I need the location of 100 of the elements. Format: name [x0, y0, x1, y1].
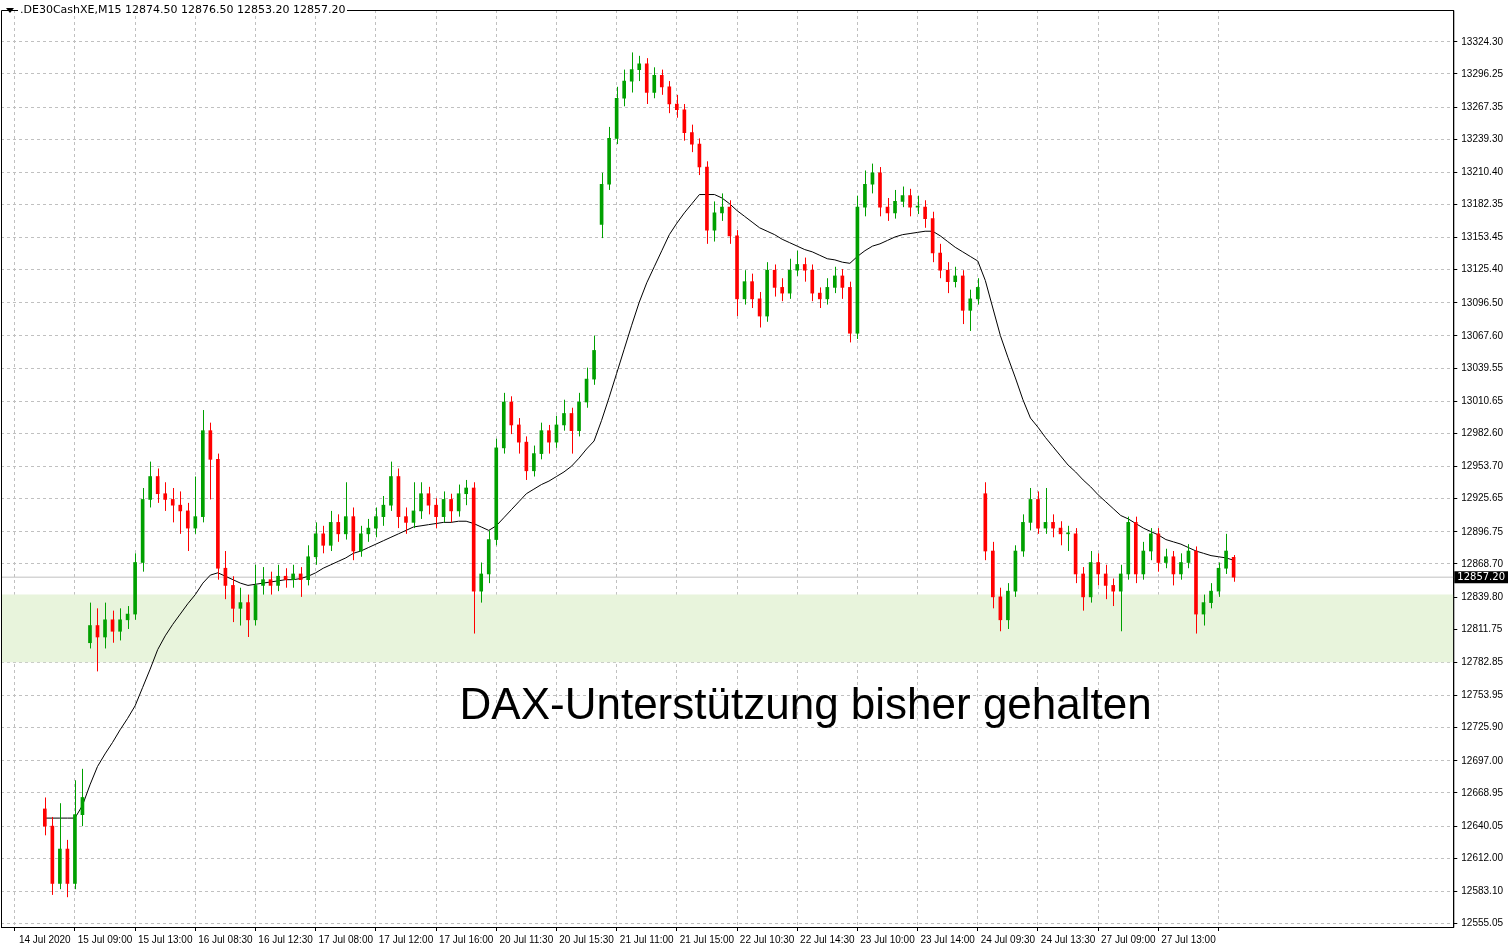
candlestick [374, 506, 378, 538]
y-tick-label: 13039.55 [1461, 361, 1504, 373]
candlestick [193, 476, 198, 535]
candlestick [404, 506, 408, 535]
candlestick [336, 513, 341, 543]
candlestick [449, 493, 453, 523]
y-tick-label: 13182.35 [1461, 198, 1504, 210]
candlestick [810, 263, 815, 302]
candlestick [359, 525, 363, 558]
candlestick [321, 525, 326, 554]
y-tick-label: 12555.05 [1461, 917, 1504, 929]
candlestick [328, 510, 333, 552]
candlestick [163, 481, 168, 512]
candlestick [1096, 552, 1100, 586]
candlestick [938, 243, 942, 279]
candlestick [88, 602, 92, 649]
candlestick [547, 424, 551, 455]
candlestick [1149, 527, 1153, 561]
y-tick-label: 13096.50 [1461, 296, 1504, 308]
x-tick-label: 17 Jul 08:00 [318, 933, 374, 945]
candlestick [185, 502, 190, 552]
y-tick-label: 13239.30 [1461, 132, 1504, 144]
y-tick-label: 12982.60 [1461, 427, 1504, 439]
candlestick [1164, 548, 1168, 569]
x-tick-label: 20 Jul 11:30 [499, 933, 554, 945]
x-tick-label: 17 Jul 12:00 [378, 933, 434, 945]
x-tick-label: 17 Jul 16:00 [438, 933, 494, 945]
candlestick [893, 189, 897, 220]
x-tick-label: 23 Jul 10:00 [860, 933, 916, 945]
candlestick [825, 277, 830, 306]
candlestick [780, 277, 784, 302]
candlestick [787, 258, 792, 300]
y-tick-label: 12583.10 [1461, 885, 1504, 897]
x-tick-label: 22 Jul 14:30 [800, 933, 855, 945]
candlestick [945, 261, 950, 294]
candlestick [1111, 578, 1116, 607]
x-tick-label: 23 Jul 14:00 [920, 933, 976, 945]
y-tick-label: 12725.90 [1461, 721, 1504, 733]
candlestick [148, 461, 152, 508]
y-tick-label: 13153.45 [1461, 231, 1504, 243]
y-tick-label: 12811.75 [1461, 623, 1503, 635]
x-tick-label: 15 Jul 09:00 [77, 933, 133, 945]
y-tick-label: 13296.25 [1461, 67, 1504, 79]
y-tick-label: 13067.60 [1461, 329, 1504, 341]
candlestick [509, 395, 514, 435]
ref-line-label: 12857.20 [1457, 570, 1506, 582]
y-tick-label: 12896.75 [1461, 525, 1504, 537]
candlestick [343, 481, 348, 541]
x-tick-label: 27 Jul 09:00 [1101, 933, 1156, 945]
candlestick [720, 192, 724, 222]
y-tick-label: 12753.95 [1461, 689, 1504, 701]
candlestick [622, 69, 626, 107]
candlestick [1141, 541, 1146, 581]
candlestick [261, 566, 265, 596]
candlestick [170, 487, 175, 523]
candlestick [464, 479, 468, 506]
candlestick [268, 571, 273, 596]
candlestick [795, 250, 800, 277]
candlestick [231, 575, 235, 623]
candlestick [923, 199, 927, 229]
x-tick-label: 21 Jul 15:00 [679, 933, 735, 945]
candlestick [908, 188, 912, 217]
x-tick-label: 15 Jul 13:00 [137, 933, 193, 945]
candlestick [900, 186, 905, 208]
y-tick-label: 13324.30 [1461, 35, 1504, 47]
y-tick-label: 12925.65 [1461, 492, 1504, 504]
y-tick-label: 12640.05 [1461, 819, 1504, 831]
candlestick [118, 607, 122, 641]
y-tick-label: 13210.40 [1461, 166, 1504, 178]
candlestick [1103, 564, 1108, 600]
candlestick [43, 796, 47, 836]
x-tick-label: 16 Jul 08:30 [198, 933, 254, 945]
candlestick [479, 561, 484, 604]
x-tick-label: 21 Jul 11:00 [619, 933, 675, 945]
candlestick [276, 564, 280, 592]
x-tick-label: 20 Jul 15:30 [559, 933, 615, 945]
candlestick [562, 399, 566, 432]
candlestick [313, 521, 318, 566]
candlestick [1118, 564, 1123, 632]
y-tick-label: 13010.65 [1461, 395, 1504, 407]
x-tick-label: 24 Jul 09:30 [980, 933, 1036, 945]
candlestick [659, 69, 664, 96]
candlestick [833, 266, 837, 294]
y-tick-label: 12839.80 [1461, 590, 1504, 602]
candlestick [1179, 552, 1183, 581]
y-tick-label: 12782.85 [1461, 656, 1504, 668]
x-tick-label: 27 Jul 13:00 [1161, 933, 1217, 945]
candlestick [802, 257, 807, 283]
candlestick [103, 602, 107, 649]
x-tick-label: 14 Jul 2020 [18, 933, 72, 945]
candlestick [1051, 513, 1055, 538]
candlestick [667, 80, 672, 114]
candlestick [419, 481, 423, 520]
candlestick [652, 66, 657, 99]
candlestick [306, 544, 310, 586]
x-tick-label: 16 Jul 12:30 [258, 933, 314, 945]
chart-title: .DE30CashXE,M15 12874.50 12876.50 12853.20 12857.20 [18, 3, 348, 16]
candlestick [238, 587, 243, 627]
candlestick [178, 490, 183, 535]
candlestick [750, 273, 754, 309]
